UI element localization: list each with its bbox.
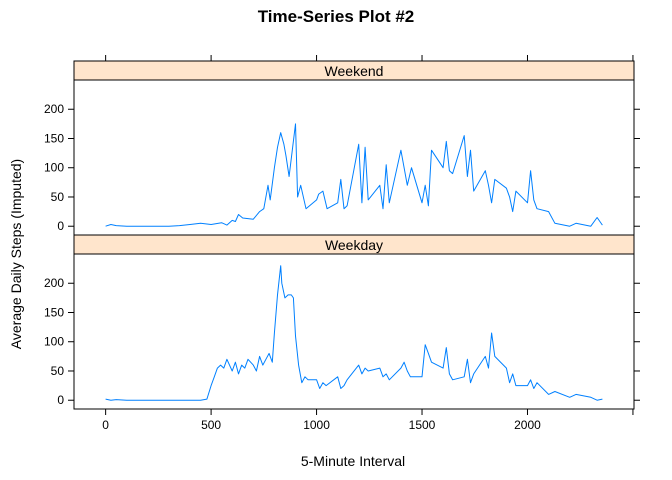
chart-title: Time-Series Plot #2 (258, 7, 415, 26)
panel-border-weekend (73, 79, 635, 236)
y-axis-label: Average Daily Steps (Imputed) (8, 159, 24, 349)
x-tick-label: 500 (201, 418, 221, 432)
y-tick-label: 100 (44, 335, 64, 349)
y-tick-label: 0 (57, 219, 64, 233)
y-tick-label: 200 (44, 102, 64, 116)
y-tick-label: 150 (44, 131, 64, 145)
series-line-weekday (105, 265, 603, 401)
x-tick-label: 2000 (514, 418, 541, 432)
x-tick-label: 0 (102, 418, 109, 432)
y-tick-label: 200 (44, 276, 64, 290)
x-tick-label: 1000 (303, 418, 330, 432)
series-line-weekend (105, 123, 603, 227)
x-tick-label: 1500 (409, 418, 436, 432)
panel-border-weekday (73, 253, 635, 410)
y-tick-label: 100 (44, 161, 64, 175)
strip-label-weekday: Weekday (325, 237, 383, 253)
y-tick-label: 150 (44, 305, 64, 319)
y-tick-label: 50 (51, 364, 65, 378)
x-axis-label: 5-Minute Interval (301, 453, 405, 469)
y-tick-label: 0 (57, 393, 64, 407)
strip-label-weekend: Weekend (325, 63, 384, 79)
y-tick-label: 50 (51, 190, 65, 204)
